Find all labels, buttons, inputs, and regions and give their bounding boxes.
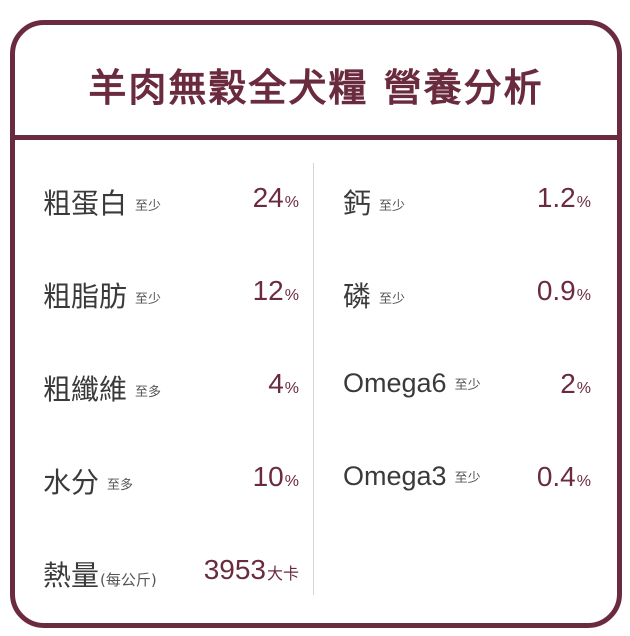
nutrient-note: 至少 xyxy=(135,292,162,307)
nutrient-value: 12% xyxy=(253,275,299,307)
nutrient-row-phosphorus: 磷至少 0.9% xyxy=(343,233,591,326)
nutrient-unit: % xyxy=(576,473,591,490)
energy-number: 3953 xyxy=(203,554,266,585)
nutrient-note: 至少 xyxy=(454,470,481,485)
nutrient-unit: % xyxy=(284,473,299,490)
nutrient-name: 粗脂肪 至少 xyxy=(43,275,161,315)
right-column: 鈣至少 1.2% 磷至少 0.9% Omega6 至少 2% Omega3 至少 0… xyxy=(343,140,591,512)
nutrient-label: 粗脂肪 xyxy=(43,280,128,313)
nutrient-label: Omega3 xyxy=(343,461,447,491)
nutrient-number: 0.9 xyxy=(536,275,576,306)
nutrient-unit: % xyxy=(284,194,299,211)
nutrient-value: 0.9% xyxy=(537,275,591,307)
energy-unit: 大卡 xyxy=(266,566,299,583)
nutrient-name: 鈣至少 xyxy=(343,182,405,222)
nutrient-value: 2% xyxy=(560,368,591,400)
energy-note: (每公斤) xyxy=(100,571,157,589)
nutrient-number: 10 xyxy=(252,461,284,492)
nutrient-unit: % xyxy=(576,194,591,211)
nutrient-label: 水分 xyxy=(43,466,100,499)
nutrient-row-fat: 粗脂肪 至少 12% xyxy=(43,233,299,326)
left-column: 粗蛋白 至少 24% 粗脂肪 至少 12% 粗纖維 至多 4% 水分 至多 10% 熱量… xyxy=(43,140,299,605)
nutrient-name: 磷至少 xyxy=(343,275,405,315)
nutrient-name: Omega3 至少 xyxy=(343,461,481,492)
page-title: 羊肉無穀全犬糧 營養分析 xyxy=(88,65,544,110)
nutrient-note: 至少 xyxy=(379,199,406,214)
title-bar: 羊肉無穀全犬糧 營養分析 xyxy=(15,25,617,140)
nutrient-row-omega3: Omega3 至少 0.4% xyxy=(343,419,591,512)
column-divider xyxy=(313,163,314,595)
nutrient-row-omega6: Omega6 至少 2% xyxy=(343,326,591,419)
energy-value: 3953大卡 xyxy=(204,554,299,586)
nutrient-label: Omega6 xyxy=(343,368,447,398)
nutrient-value: 0.4% xyxy=(537,461,591,493)
nutrient-label: 粗蛋白 xyxy=(43,187,128,220)
nutrient-number: 1.2 xyxy=(536,182,576,213)
nutrient-value: 4% xyxy=(268,368,299,400)
nutrient-number: 24 xyxy=(252,182,284,213)
nutrient-label: 鈣 xyxy=(343,187,372,220)
nutrient-row-fiber: 粗纖維 至多 4% xyxy=(43,326,299,419)
nutrient-row-protein: 粗蛋白 至少 24% xyxy=(43,140,299,233)
energy-row: 熱量(每公斤) 3953大卡 xyxy=(43,512,299,605)
nutrient-name: 粗蛋白 至少 xyxy=(43,182,161,222)
energy-label: 熱量 xyxy=(43,559,100,592)
nutrient-note: 至少 xyxy=(454,377,481,392)
nutrient-unit: % xyxy=(576,380,591,397)
nutrition-card: 羊肉無穀全犬糧 營養分析 粗蛋白 至少 24% 粗脂肪 至少 12% 粗纖維 至多 4… xyxy=(10,20,622,628)
nutrient-label: 粗纖維 xyxy=(43,373,128,406)
nutrient-unit: % xyxy=(576,287,591,304)
nutrient-unit: % xyxy=(284,287,299,304)
nutrient-label: 磷 xyxy=(343,280,372,313)
nutrient-note: 至少 xyxy=(379,292,406,307)
nutrient-name: Omega6 至少 xyxy=(343,368,481,399)
nutrient-row-calcium: 鈣至少 1.2% xyxy=(343,140,591,233)
nutrient-row-moisture: 水分 至多 10% xyxy=(43,419,299,512)
nutrient-number: 2 xyxy=(560,368,576,399)
nutrient-number: 0.4 xyxy=(536,461,576,492)
nutrient-name: 粗纖維 至多 xyxy=(43,368,161,408)
nutrient-number: 4 xyxy=(268,368,284,399)
energy-name: 熱量(每公斤) xyxy=(43,554,157,594)
nutrient-value: 10% xyxy=(253,461,299,493)
nutrient-number: 12 xyxy=(252,275,284,306)
nutrient-value: 1.2% xyxy=(537,182,591,214)
nutrient-note: 至多 xyxy=(107,478,134,493)
nutrient-note: 至少 xyxy=(135,199,162,214)
nutrient-value: 24% xyxy=(253,182,299,214)
nutrient-name: 水分 至多 xyxy=(43,461,133,501)
nutrient-note: 至多 xyxy=(135,385,162,400)
nutrient-unit: % xyxy=(284,380,299,397)
